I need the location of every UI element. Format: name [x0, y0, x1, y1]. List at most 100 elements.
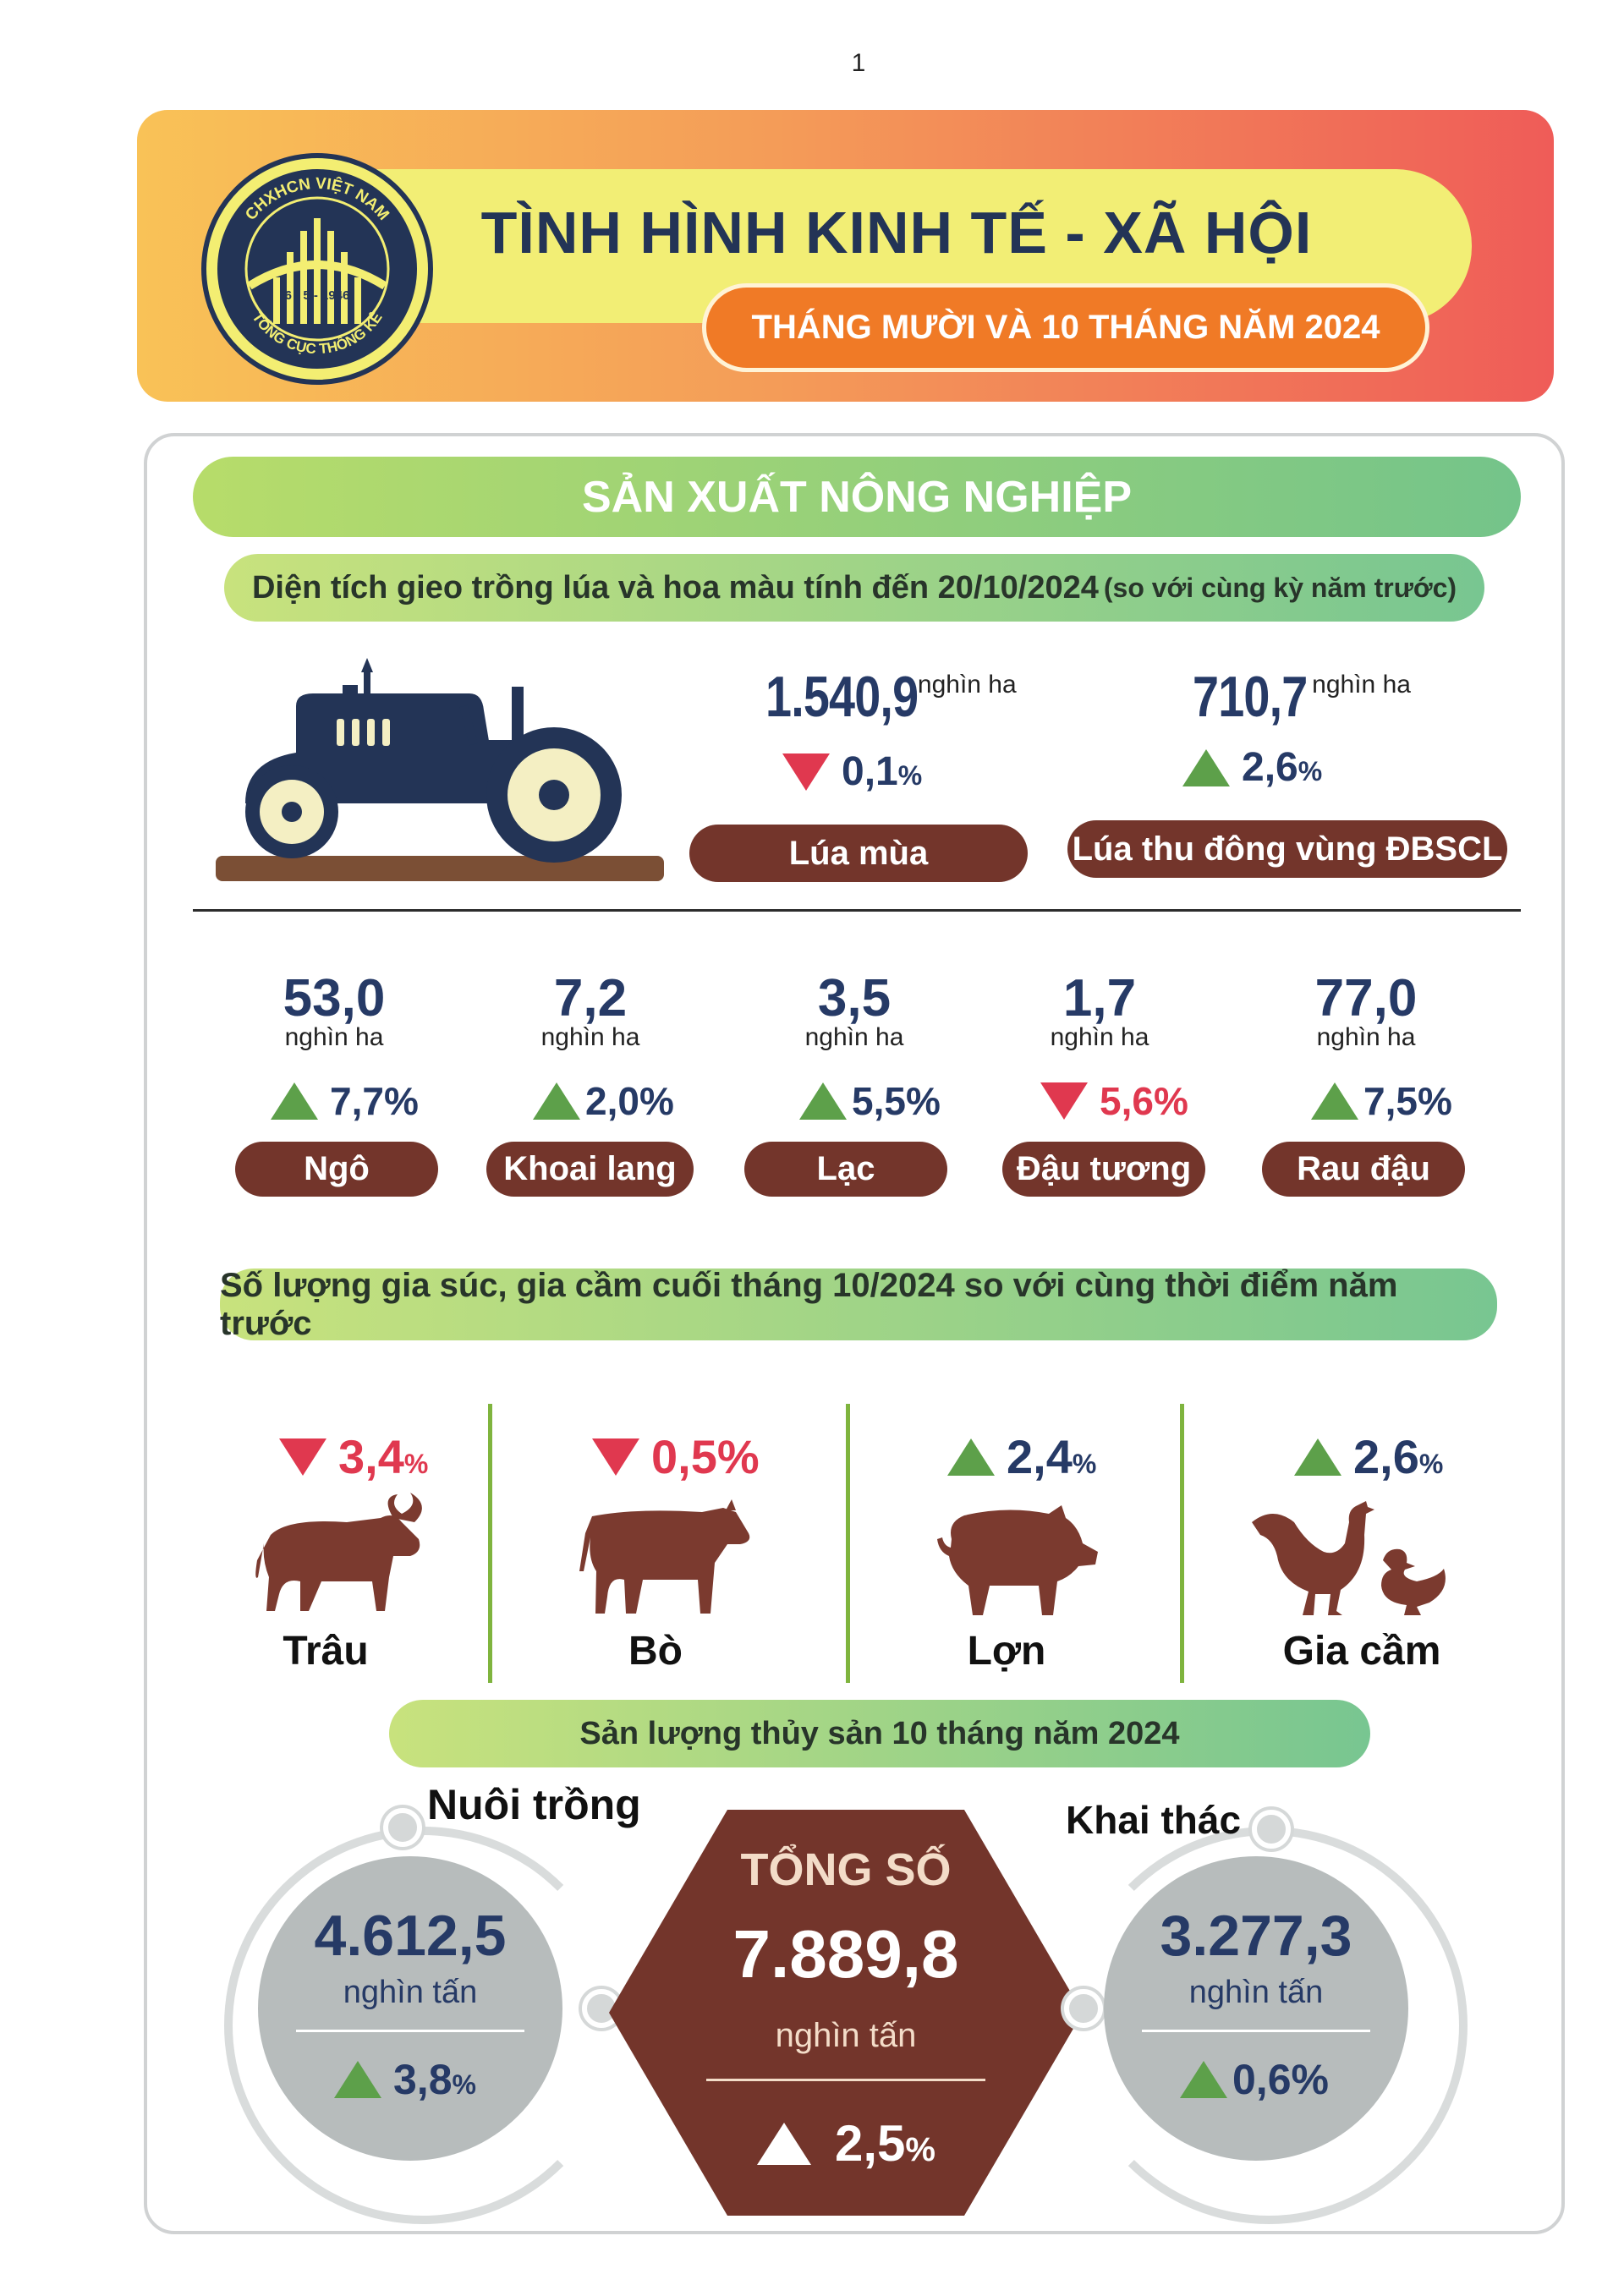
total-unit: nghìn tấn [775, 2017, 917, 2054]
aquaculture-divider [296, 2030, 524, 2032]
crop-value: 3,5 [817, 969, 892, 1027]
area-heading-text: Diện tích gieo trồng lúa và hoa màu tính… [251, 569, 1099, 606]
logo-date: 6 - 5 - 1946 [285, 288, 350, 303]
livestock-label: Trâu [283, 1629, 369, 1674]
livestock-change: 2,4% [947, 1429, 1096, 1484]
total-change-value: 2,5 [835, 2115, 906, 2172]
catch-value: 3.277,3 [1160, 1904, 1352, 1968]
livestock-change-pct: % [403, 1449, 429, 1479]
livestock-change-value: 2,4 [1007, 1430, 1073, 1483]
livestock-change: 3,4% [279, 1429, 428, 1484]
catch-dot [1252, 1810, 1291, 1849]
livestock-change-pct: % [1072, 1449, 1097, 1479]
catch-unit: nghìn tấn [1188, 1975, 1324, 2010]
area-heading-note: (so với cùng kỳ năm trước) [1103, 572, 1457, 603]
crop-unit: nghìn ha [284, 1023, 384, 1051]
fishery-heading-text: Sản lượng thủy sản 10 tháng năm 2024 [579, 1715, 1180, 1751]
rice-autumn-value: 710,7 [1193, 665, 1308, 729]
section-title-text: SẢN XUẤT NÔNG NGHIỆP [581, 472, 1133, 522]
fishery-heading: Sản lượng thủy sản 10 tháng năm 2024 [389, 1700, 1370, 1767]
crop-change: 5,6% [1040, 1078, 1188, 1124]
catch-divider [1142, 2030, 1370, 2032]
livestock-label: Bò [628, 1629, 683, 1674]
section-title-agriculture: SẢN XUẤT NÔNG NGHIỆP [193, 457, 1521, 537]
rice-autumn-change-value: 2,6 [1242, 745, 1298, 790]
down-arrow-icon [592, 1438, 639, 1476]
aquaculture-value: 4.612,5 [314, 1904, 507, 1968]
rice-autumn-change-pct: % [1298, 756, 1323, 786]
livestock-change-value: 0,5% [651, 1430, 760, 1483]
crop-change: 2,0% [533, 1078, 674, 1124]
crop-label: Rau đậu [1262, 1142, 1465, 1197]
livestock-change-value: 3,4 [338, 1430, 404, 1483]
aquaculture-dot [383, 1808, 422, 1847]
rice-main-value-block: 1.540,9nghìn ha [765, 664, 1104, 730]
rice-main-label: Lúa mùa [689, 825, 1028, 882]
livestock-label: Lợn [967, 1629, 1046, 1674]
total-change-pct: % [905, 2131, 935, 2168]
crop-label-text: Khoai lang [503, 1150, 677, 1187]
rice-main-change-pct: % [897, 760, 923, 791]
crop-item: 3,5 nghìn ha [753, 968, 956, 1052]
crop-item: 53,0 nghìn ha [233, 968, 436, 1052]
rice-main-value: 1.540,9 [765, 665, 919, 729]
aquaculture-title: Nuôi trồng [427, 1781, 641, 1828]
down-arrow-icon [1040, 1082, 1088, 1120]
up-arrow-icon [271, 1082, 318, 1120]
divider-line [193, 909, 1521, 912]
livestock-change: 2,6% [1294, 1429, 1443, 1484]
page-title: TÌNH HÌNH KINH TẾ - XÃ HỘI [480, 200, 1313, 266]
crop-change: 7,7% [271, 1078, 419, 1124]
column-divider [1180, 1404, 1184, 1683]
crop-unit: nghìn ha [804, 1023, 904, 1051]
up-arrow-icon [1294, 1438, 1341, 1476]
livestock-change: 0,5% [592, 1429, 760, 1484]
aquaculture-change-value: 3,8 [393, 2056, 453, 2103]
crop-unit: nghìn ha [1316, 1023, 1416, 1051]
crop-label: Ngô [235, 1142, 438, 1197]
rice-main-change: 0,1% [782, 748, 922, 795]
up-arrow-icon [947, 1438, 995, 1476]
crop-value: 77,0 [1314, 969, 1418, 1027]
crop-value: 53,0 [283, 969, 386, 1027]
rice-autumn-change: 2,6% [1182, 744, 1322, 791]
crop-label-text: Lạc [816, 1150, 875, 1187]
crop-item: 1,7 nghìn ha [998, 968, 1201, 1052]
crop-change-value: 7,7% [330, 1079, 419, 1123]
livestock-change-pct: % [1418, 1449, 1444, 1479]
total-change: 2,5% [757, 2114, 935, 2173]
total-value: 7.889,8 [732, 1916, 959, 1992]
crop-label: Lạc [744, 1142, 947, 1197]
crop-label-text: Đậu tương [1016, 1150, 1192, 1187]
crop-label: Khoai lang [486, 1142, 694, 1197]
livestock-heading-text: Số lượng gia súc, gia cầm cuối tháng 10/… [220, 1266, 1398, 1342]
livestock-label: Gia cầm [1282, 1629, 1441, 1674]
rice-autumn-label: Lúa thu đông vùng ĐBSCL [1067, 820, 1507, 878]
total-hexagon [609, 1810, 1083, 2216]
up-arrow-icon [757, 2122, 811, 2165]
up-arrow-icon [1182, 748, 1230, 786]
catch-change-value: 0,6% [1232, 2056, 1329, 2103]
crop-change-value: 5,5% [852, 1079, 941, 1123]
crop-unit: nghìn ha [540, 1023, 640, 1051]
up-arrow-icon [799, 1082, 847, 1120]
rice-autumn-value-block: 710,7 nghìn ha [1193, 664, 1514, 730]
aquaculture-circle [258, 1856, 562, 2161]
crop-change-value: 5,6% [1100, 1079, 1188, 1123]
crop-unit: nghìn ha [1050, 1023, 1149, 1051]
crop-label: Đậu tương [1002, 1142, 1205, 1197]
crop-change-value: 7,5% [1363, 1079, 1452, 1123]
aquaculture-unit: nghìn tấn [343, 1975, 478, 2010]
up-arrow-icon [334, 2061, 381, 2098]
crop-label-text: Ngô [304, 1150, 370, 1187]
main-frame [144, 433, 1565, 2234]
crop-value: 1,7 [1062, 969, 1137, 1027]
aquaculture-change-pct: % [452, 2069, 476, 2100]
aquaculture-change: 3,8% [334, 2055, 476, 2104]
tractor-icon [216, 658, 664, 881]
gso-logo-icon: CHXHCN VIỆT NAM TỔNG CỤC THỐNG KÊ 6 - 5 … [201, 153, 433, 385]
crop-label-text: Rau đậu [1297, 1150, 1430, 1187]
poultry-icon [1252, 1501, 1446, 1615]
subtitle-text: THÁNG MƯỜI VÀ 10 THÁNG NĂM 2024 [751, 309, 1380, 346]
crop-item: 77,0 nghìn ha [1265, 968, 1468, 1052]
